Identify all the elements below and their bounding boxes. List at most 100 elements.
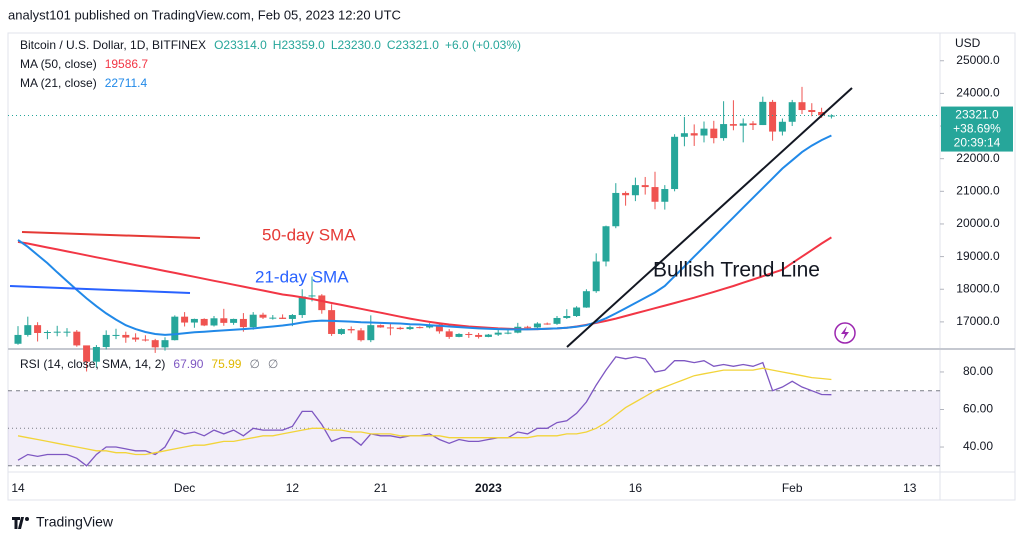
candle-body (739, 123, 747, 126)
candle-body (416, 327, 424, 329)
x-tick-label: Feb (782, 481, 803, 495)
candle-body (749, 123, 757, 126)
ohlc: H23359.0 (273, 38, 325, 52)
legend-icon: ∅ (268, 357, 278, 371)
x-tick-label: 14 (11, 481, 25, 495)
candle-body (171, 316, 179, 341)
candle-body (102, 334, 110, 348)
rsi-title: RSI (14, close, SMA, 14, 2) (20, 357, 165, 371)
candle-body (239, 318, 247, 328)
candle-body (318, 295, 326, 311)
candle-body (553, 317, 561, 324)
candle-body (288, 315, 296, 319)
y-tick-label: 17000.0 (956, 314, 1000, 328)
candle-body (161, 340, 169, 348)
candle-body (132, 337, 140, 340)
candle-body (73, 331, 81, 346)
legend: MA (50, close) 19586.7 (20, 57, 148, 71)
candle-body (308, 295, 316, 297)
candle-body (671, 136, 679, 190)
x-tick-label: 16 (629, 481, 643, 495)
legend-name: MA (21, close) (20, 76, 97, 90)
legend: MA (21, close) 22711.4 (20, 76, 148, 90)
candle-body (43, 332, 51, 334)
candle-body (259, 314, 267, 318)
candle-body (249, 314, 257, 328)
candle-body (631, 185, 639, 196)
y-tick-label: 19000.0 (956, 249, 1000, 263)
candle-body (465, 333, 473, 335)
candle-body (347, 329, 355, 331)
y-tick-label: 18000.0 (956, 281, 1000, 295)
price-tag-countdown: 20:39:14 (954, 136, 1001, 150)
candle-body (24, 325, 32, 335)
candle-body (298, 296, 306, 316)
candle-body (220, 318, 228, 323)
candle-body (386, 327, 394, 329)
candle-body (524, 326, 532, 328)
annotation: 50-day SMA (262, 225, 356, 244)
candle-body (808, 110, 816, 112)
candle-body (269, 317, 277, 319)
y-tick-label: 22000.0 (956, 151, 1000, 165)
rsi-line (17, 356, 832, 467)
y-tick-label: 80.00 (963, 364, 993, 378)
legend-icon: ∅ (249, 357, 259, 371)
candle-body (778, 121, 786, 132)
event-icon[interactable] (834, 322, 856, 344)
candle-body (720, 124, 728, 139)
candle-body (230, 318, 238, 323)
x-tick-label: 21 (374, 481, 388, 495)
candle-body (592, 261, 600, 292)
candle-body (710, 128, 718, 139)
drawn-line (9, 285, 191, 294)
candle-body (396, 327, 404, 330)
candle-body (543, 323, 551, 325)
x-tick-label: 2023 (475, 481, 502, 495)
candle-body (377, 325, 385, 328)
x-tick-label: 12 (286, 481, 300, 495)
y-tick-label: 21000.0 (956, 183, 1000, 197)
brand-logo-dot (25, 517, 29, 521)
ohlc: C23321.0 (387, 38, 439, 52)
candle-body (788, 102, 796, 122)
author-line: analyst101 published on TradingView.com,… (8, 7, 401, 22)
price-tag (941, 106, 1013, 152)
candle-body (122, 334, 130, 338)
candle-body (798, 102, 806, 111)
legend-value: 67.90 (173, 357, 203, 371)
candle-body (34, 325, 42, 333)
candle-body (818, 111, 826, 116)
legend-value: 19586.7 (105, 57, 149, 71)
price-tag-change: +38.69% (953, 122, 1001, 136)
candle-body (827, 115, 835, 117)
candle-body (622, 192, 630, 196)
ma-line (17, 236, 832, 331)
legend-value: 75.99 (211, 357, 241, 371)
candle-body (337, 329, 345, 334)
candle-body (680, 133, 688, 137)
candle-body (328, 310, 336, 334)
candle-body (563, 316, 571, 318)
candle-body (367, 325, 375, 341)
currency: USD (955, 36, 981, 50)
candle-body (181, 316, 189, 323)
y-tick-label: 25000.0 (956, 53, 1000, 67)
legend-value: 22711.4 (105, 76, 148, 90)
symbol-title: Bitcoin / U.S. Dollar, 1D, BITFINEX (20, 38, 206, 52)
candle-body (455, 333, 463, 337)
y-tick-label: 24000.0 (956, 86, 1000, 100)
candle-body (151, 340, 159, 348)
annotation: 21-day SMA (255, 267, 349, 286)
candle-body (700, 128, 708, 136)
candle-body (612, 192, 620, 227)
candle-body (53, 331, 61, 333)
candle-body (141, 339, 149, 341)
x-tick-label: 13 (903, 481, 917, 495)
candle-body (83, 345, 91, 362)
change: +6.0 (+0.03%) (445, 38, 521, 52)
candle-body (279, 317, 287, 319)
candle-body (602, 226, 610, 262)
